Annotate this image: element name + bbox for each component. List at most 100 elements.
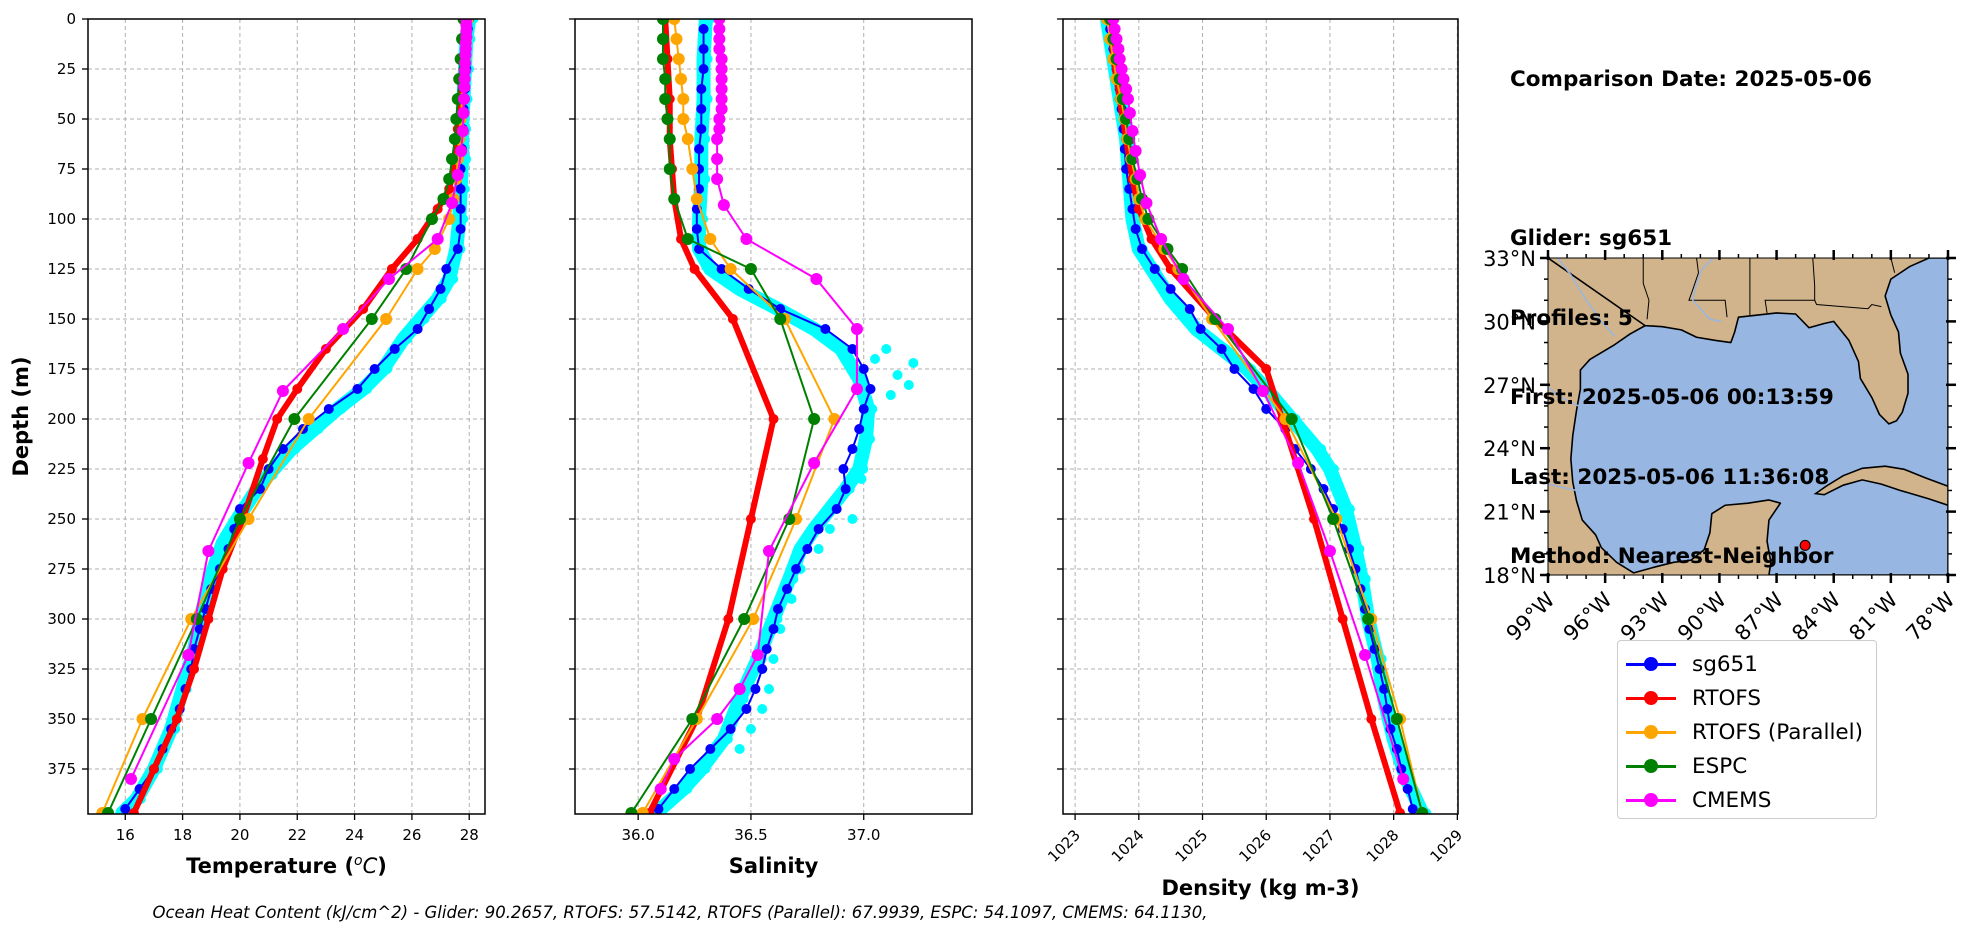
data-point bbox=[242, 457, 255, 469]
data-point bbox=[1134, 169, 1147, 181]
legend: sg651 RTOFS RTOFS (Parallel) ESPC CMEMS bbox=[1617, 640, 1877, 819]
data-point bbox=[694, 144, 705, 154]
data-point bbox=[455, 184, 466, 194]
glider-raw-point bbox=[768, 654, 779, 664]
label-sup: o bbox=[354, 853, 363, 869]
data-point bbox=[757, 664, 768, 674]
data-point bbox=[1261, 404, 1272, 414]
spacer bbox=[1510, 147, 1872, 174]
series-line bbox=[1107, 19, 1403, 814]
data-point bbox=[725, 724, 736, 734]
data-point bbox=[761, 644, 772, 654]
map-area bbox=[1548, 258, 1948, 575]
x-tick-label: 24 bbox=[345, 826, 364, 844]
data-point bbox=[850, 383, 863, 395]
legend-item-rtofs: RTOFS bbox=[1626, 681, 1761, 715]
data-point bbox=[675, 73, 688, 85]
glider-raw-point bbox=[858, 464, 869, 474]
state-border bbox=[1814, 300, 1882, 310]
info-block: Comparison Date: 2025-05-06 Glider: sg65… bbox=[1510, 14, 1872, 597]
legend-label: ESPC bbox=[1692, 753, 1748, 779]
data-point bbox=[120, 804, 131, 814]
data-point bbox=[808, 413, 821, 425]
map-y-tick-label: 24°N bbox=[1483, 437, 1536, 461]
data-point bbox=[840, 484, 851, 494]
series-line bbox=[130, 19, 468, 780]
glider-raw-point bbox=[702, 94, 713, 104]
data-point bbox=[733, 683, 746, 695]
x-tick-label: 28 bbox=[460, 826, 479, 844]
data-point bbox=[625, 807, 638, 814]
data-point bbox=[663, 133, 676, 145]
y-tick-label: 350 bbox=[47, 710, 76, 728]
y-tick-label: 250 bbox=[47, 510, 76, 528]
y-tick-label: 200 bbox=[47, 410, 76, 428]
data-point bbox=[690, 193, 703, 205]
glider-raw-point bbox=[1360, 574, 1371, 584]
glider-raw-point bbox=[734, 744, 745, 754]
glider-raw-point bbox=[870, 354, 881, 364]
data-point bbox=[768, 414, 779, 424]
data-point bbox=[136, 713, 149, 725]
glider-raw-point bbox=[786, 594, 797, 604]
first-time: First: 2025-05-06 00:13:59 bbox=[1510, 385, 1834, 410]
data-point bbox=[1184, 304, 1195, 314]
data-point bbox=[1366, 714, 1377, 724]
glider-raw-point bbox=[448, 274, 459, 284]
data-point bbox=[654, 783, 667, 795]
data-point bbox=[813, 524, 824, 534]
data-point bbox=[774, 313, 787, 325]
glider-raw-point bbox=[1344, 504, 1355, 514]
data-point bbox=[689, 264, 700, 274]
data-point bbox=[458, 93, 471, 105]
data-point bbox=[1402, 784, 1413, 794]
data-point bbox=[435, 284, 446, 294]
data-point bbox=[456, 125, 469, 137]
cuba bbox=[1813, 465, 1948, 507]
data-point bbox=[724, 263, 737, 275]
data-point bbox=[369, 364, 380, 374]
y-tick-label: 100 bbox=[47, 210, 76, 228]
data-point bbox=[272, 414, 283, 424]
map-y-tick-label: 30°N bbox=[1483, 310, 1536, 334]
data-point bbox=[768, 624, 779, 634]
data-point bbox=[320, 344, 331, 354]
ocean bbox=[1548, 258, 1948, 575]
data-point bbox=[686, 163, 699, 175]
x-axis-label: Temperature (oC) bbox=[186, 853, 387, 878]
grid bbox=[88, 19, 485, 814]
data-point bbox=[1327, 513, 1340, 525]
data-point bbox=[636, 807, 649, 814]
salinity-panel: 36.0 36.5 37.0 Salinity bbox=[569, 18, 973, 878]
y-tick-label: 25 bbox=[57, 60, 76, 78]
data-point bbox=[791, 564, 802, 574]
data-point bbox=[1395, 808, 1406, 814]
data-point bbox=[668, 19, 681, 25]
series-cmems bbox=[1107, 19, 1410, 785]
data-point bbox=[400, 263, 413, 275]
map-y-tick-label: 27°N bbox=[1483, 374, 1536, 398]
data-point bbox=[1397, 773, 1410, 785]
series-line bbox=[131, 19, 470, 814]
data-point bbox=[659, 93, 672, 105]
y-tick-label: 300 bbox=[47, 610, 76, 628]
glider-raw-point bbox=[1354, 544, 1365, 554]
glider-raw-point bbox=[813, 544, 824, 554]
legend-swatch bbox=[1626, 790, 1676, 810]
data-point bbox=[337, 323, 350, 335]
data-point bbox=[738, 613, 751, 625]
legend-swatch bbox=[1626, 688, 1676, 708]
data-point bbox=[1216, 344, 1227, 354]
y-tick-label: 50 bbox=[57, 110, 76, 128]
glider-raw-point bbox=[908, 358, 919, 368]
label-part: Temperature ( bbox=[186, 854, 354, 878]
data-point bbox=[452, 244, 463, 254]
data-point bbox=[659, 73, 672, 85]
data-point bbox=[102, 807, 115, 814]
data-point bbox=[656, 33, 669, 45]
data-point bbox=[705, 744, 716, 754]
data-point bbox=[696, 104, 707, 114]
data-point bbox=[850, 323, 863, 335]
data-point bbox=[1140, 197, 1153, 209]
